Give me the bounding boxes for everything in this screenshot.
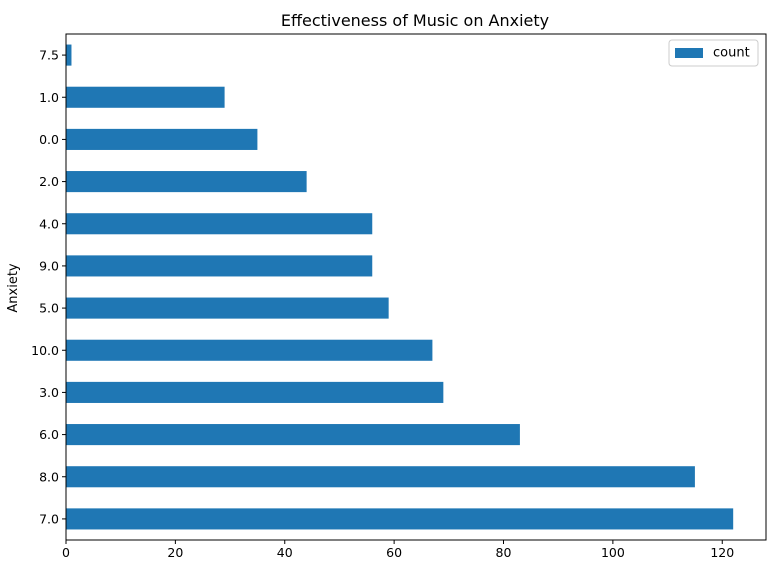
y-tick-label: 8.0 (39, 469, 59, 484)
bar-4.0 (66, 213, 373, 235)
y-tick-label: 3.0 (39, 385, 59, 400)
bar-7.0 (66, 508, 734, 530)
bar-2.0 (66, 171, 307, 193)
x-tick-label: 40 (277, 545, 293, 560)
legend-swatch (675, 48, 703, 58)
bar-3.0 (66, 381, 444, 403)
bar-6.0 (66, 424, 520, 446)
x-tick-label: 0 (62, 545, 70, 560)
bar-9.0 (66, 255, 373, 277)
y-tick-label: 1.0 (39, 90, 59, 105)
y-tick-label: 7.0 (39, 511, 59, 526)
legend: count (668, 39, 759, 67)
y-tick-label: 0.0 (39, 132, 59, 147)
y-tick-label: 9.0 (39, 258, 59, 273)
x-tick-label: 80 (496, 545, 512, 560)
bar-5.0 (66, 297, 389, 319)
x-tick-label: 100 (601, 545, 625, 560)
bar-0.0 (66, 128, 258, 150)
y-tick-label: 4.0 (39, 216, 59, 231)
x-tick-label: 60 (386, 545, 402, 560)
bars-layer (66, 44, 734, 530)
x-tick-label: 120 (710, 545, 734, 560)
bar-7.5 (66, 44, 72, 66)
y-tick-label: 6.0 (39, 427, 59, 442)
x-tick-label: 20 (167, 545, 183, 560)
y-tick-label: 2.0 (39, 174, 59, 189)
bar-8.0 (66, 466, 695, 488)
y-tick-label: 5.0 (39, 301, 59, 316)
bar-10.0 (66, 339, 433, 361)
y-axis-label: Anxiety (6, 263, 21, 313)
chart-title: Effectiveness of Music on Anxiety (281, 11, 549, 30)
legend-box (668, 39, 759, 67)
ticks-layer: 7.5 1.0 0.0 2.0 4.0 9.0 5.0 10.0 3.0 6.0 8.0 7.0 0 20… (31, 48, 734, 560)
y-tick-label: 7.5 (39, 48, 59, 63)
y-tick-label: 10.0 (31, 343, 59, 358)
bar-1.0 (66, 86, 225, 108)
plot-frame (65, 33, 767, 541)
legend-label: count (713, 46, 750, 61)
